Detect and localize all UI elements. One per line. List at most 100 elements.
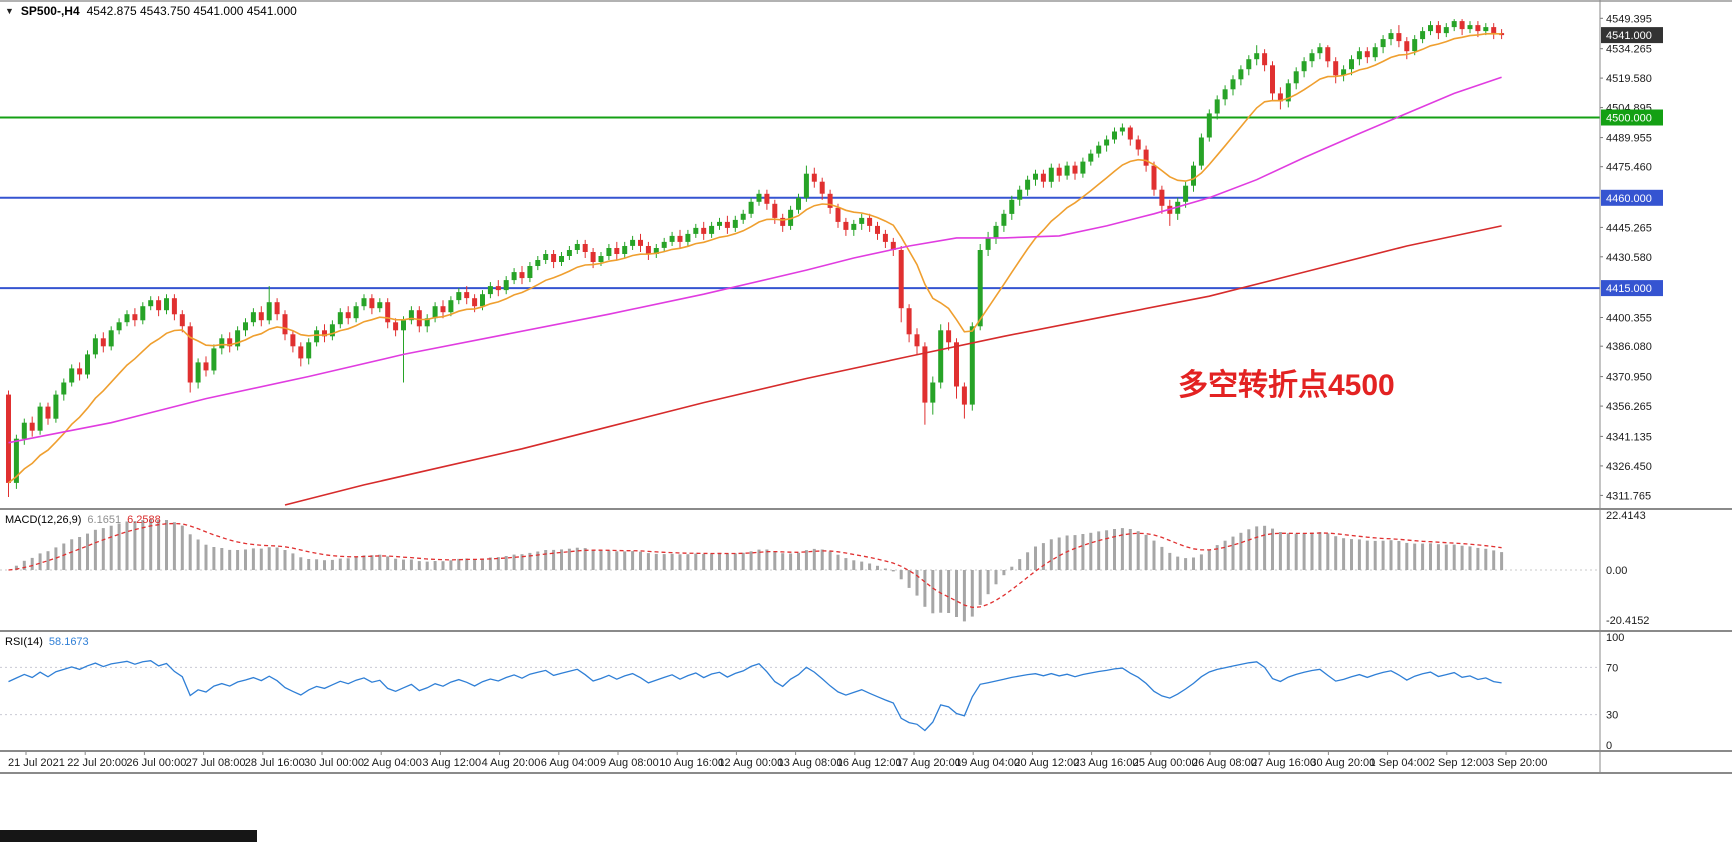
candle-body bbox=[1443, 27, 1449, 34]
candle-body bbox=[717, 221, 722, 226]
candle-body bbox=[1499, 33, 1505, 36]
candle-body bbox=[148, 300, 154, 307]
candle-body bbox=[1175, 201, 1181, 214]
candle-body bbox=[282, 314, 288, 335]
candle-body bbox=[116, 322, 122, 331]
candle-body bbox=[1293, 71, 1299, 84]
candle-body bbox=[1214, 99, 1220, 114]
chart-menu-icon[interactable]: ▼ bbox=[5, 5, 14, 16]
candle-body bbox=[77, 368, 83, 375]
rsi-value: 58.1673 bbox=[48, 636, 89, 648]
time-axis-label: 9 Aug 08:00 bbox=[600, 757, 659, 769]
candle-body bbox=[53, 394, 59, 419]
candle-body bbox=[164, 298, 169, 311]
candle-body bbox=[219, 338, 225, 349]
candle-body bbox=[709, 225, 715, 234]
candle-body bbox=[1435, 25, 1441, 34]
candle-body bbox=[1491, 27, 1497, 34]
candle-body bbox=[1325, 47, 1331, 62]
rsi-axis-label: 30 bbox=[1606, 710, 1618, 722]
candle-body bbox=[574, 244, 580, 250]
time-axis-label: 6 Aug 04:00 bbox=[541, 757, 600, 769]
rsi-pane[interactable] bbox=[0, 632, 1600, 750]
candle-body bbox=[416, 310, 422, 327]
candle-body bbox=[764, 193, 770, 204]
candle-body bbox=[772, 203, 778, 218]
candle-body bbox=[1096, 145, 1102, 154]
macd-axis-label: -20.4152 bbox=[1606, 615, 1649, 627]
candle-body bbox=[938, 330, 944, 383]
candle-body bbox=[1349, 59, 1354, 70]
candle-body bbox=[1112, 131, 1117, 140]
candle-body bbox=[495, 286, 501, 291]
price-axis-label: 4475.460 bbox=[1606, 162, 1652, 174]
candle-body bbox=[1025, 179, 1031, 190]
time-axis[interactable] bbox=[0, 751, 1600, 773]
time-axis-label: 3 Sep 20:00 bbox=[1488, 757, 1547, 769]
price-axis[interactable] bbox=[1600, 0, 1732, 773]
time-axis-label: 27 Aug 16:00 bbox=[1251, 757, 1316, 769]
candle-body bbox=[432, 306, 438, 319]
candle-body bbox=[1301, 61, 1307, 72]
rsi-line bbox=[8, 660, 1502, 732]
candle-body bbox=[843, 221, 849, 230]
candle-body bbox=[914, 334, 920, 347]
macd-axis-label: 22.4143 bbox=[1606, 510, 1646, 522]
candle-body bbox=[559, 256, 564, 262]
candle-body bbox=[61, 382, 67, 395]
candle-body bbox=[1372, 47, 1378, 58]
candle-body bbox=[977, 250, 983, 327]
candle-body bbox=[645, 246, 651, 254]
candle-body bbox=[1254, 53, 1260, 60]
candle-body bbox=[622, 246, 628, 254]
candle-body bbox=[875, 225, 880, 234]
candle-body bbox=[1285, 83, 1291, 102]
price-axis-label: 4430.580 bbox=[1606, 252, 1652, 264]
price-axis-label: 4400.355 bbox=[1606, 313, 1652, 325]
candle-body bbox=[1467, 25, 1473, 30]
candle-body bbox=[985, 237, 991, 250]
annotation-text[interactable]: 多空转折点4500 bbox=[1178, 369, 1395, 402]
main-chart-pane[interactable] bbox=[0, 2, 1600, 508]
candle-body bbox=[227, 338, 233, 347]
candle-body bbox=[203, 362, 209, 371]
candle-body bbox=[393, 322, 399, 331]
time-axis-label: 26 Aug 08:00 bbox=[1192, 757, 1257, 769]
price-axis-label: 4370.950 bbox=[1606, 372, 1652, 384]
candle-body bbox=[440, 306, 446, 313]
ohlc-values: 4542.875 4543.750 4541.000 4541.000 bbox=[86, 4, 297, 18]
candle-body bbox=[582, 244, 588, 252]
candle-body bbox=[1246, 59, 1252, 70]
taskbar-fragment[interactable] bbox=[0, 830, 257, 842]
macd-pane[interactable] bbox=[0, 510, 1600, 630]
time-axis-label: 22 Jul 20:00 bbox=[67, 757, 127, 769]
macd-signal-line bbox=[8, 522, 1502, 609]
candle-body bbox=[1262, 53, 1268, 66]
time-axis-label: 1 Sep 04:00 bbox=[1370, 757, 1429, 769]
candle-body bbox=[290, 334, 296, 347]
candle-body bbox=[946, 330, 952, 343]
candle-body bbox=[1206, 113, 1212, 138]
candle-body bbox=[780, 217, 786, 226]
candle-body bbox=[385, 302, 391, 323]
candle-body bbox=[1080, 161, 1086, 174]
candle-body bbox=[954, 342, 959, 387]
price-badge bbox=[1601, 27, 1663, 44]
candle-body bbox=[898, 250, 904, 309]
candle-body bbox=[266, 302, 272, 321]
candle-body bbox=[1072, 165, 1078, 174]
candle-body bbox=[211, 348, 217, 371]
candle-body bbox=[322, 330, 327, 337]
candle-body bbox=[851, 223, 857, 230]
candle-body bbox=[1475, 25, 1481, 32]
candle-body bbox=[740, 213, 746, 220]
candle-body bbox=[45, 406, 51, 419]
candle-body bbox=[890, 241, 896, 250]
candle-body bbox=[653, 248, 659, 254]
candle-body bbox=[140, 306, 146, 321]
candle-body bbox=[930, 382, 936, 403]
time-axis-label: 28 Jul 16:00 bbox=[245, 757, 305, 769]
candle-body bbox=[598, 256, 604, 262]
candle-body bbox=[606, 248, 612, 256]
